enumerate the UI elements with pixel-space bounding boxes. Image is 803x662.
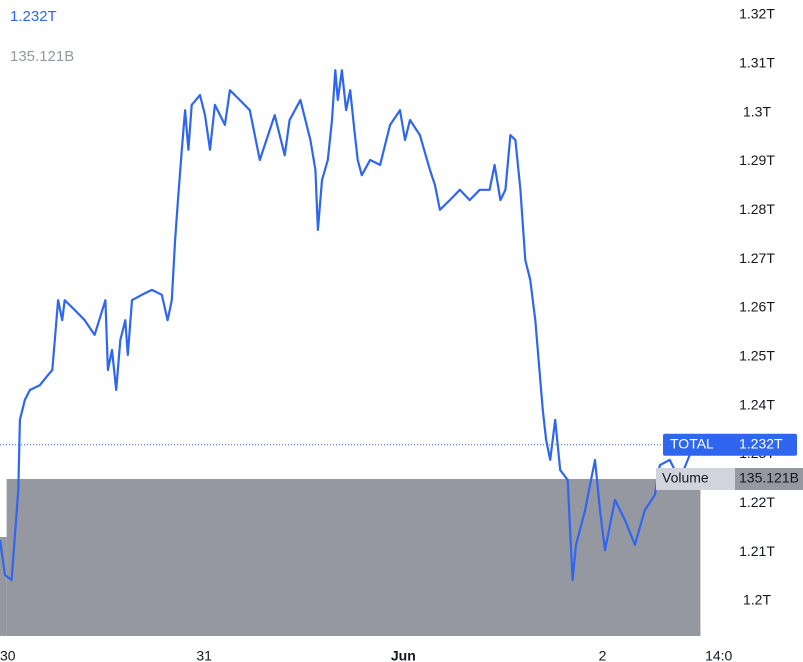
total-badge-value: 1.232T [739,435,783,451]
volume-badge-name: Volume [662,470,709,486]
y-tick-label: 1.22T [739,494,775,510]
x-tick-label: Jun [391,648,416,662]
y-tick-label: 1.32T [739,6,775,22]
total-badge [663,433,797,456]
volume-bar [6,479,701,636]
y-tick-label: 1.27T [739,250,775,266]
y-tick-label: 1.2T [743,592,771,608]
y-tick-label: 1.26T [739,299,775,315]
price-line [0,69,702,582]
x-tick-label: 2 [599,648,607,662]
volume-badge-bg [656,468,736,490]
total-badge-name: TOTAL [670,435,714,451]
y-tick-label: 1.25T [739,348,775,364]
y-tick-label: 1.29T [739,152,775,168]
y-tick-label: 1.31T [739,55,775,71]
volume-bar [0,537,7,636]
header-total: 1.232T [10,8,57,25]
x-tick-label: 14:0 [705,648,732,662]
y-tick-label: 1.28T [739,201,775,217]
volume-badge-value: 135.121B [739,470,799,486]
y-tick-label: 1.21T [739,543,775,559]
volume-badge [735,468,803,490]
header-volume: 135.121B [10,48,74,65]
y-tick-label: 1.3T [743,103,771,119]
x-tick-label: 31 [196,648,212,662]
y-tick-label: 1.24T [739,396,775,412]
x-tick-label: 30 [0,648,16,662]
